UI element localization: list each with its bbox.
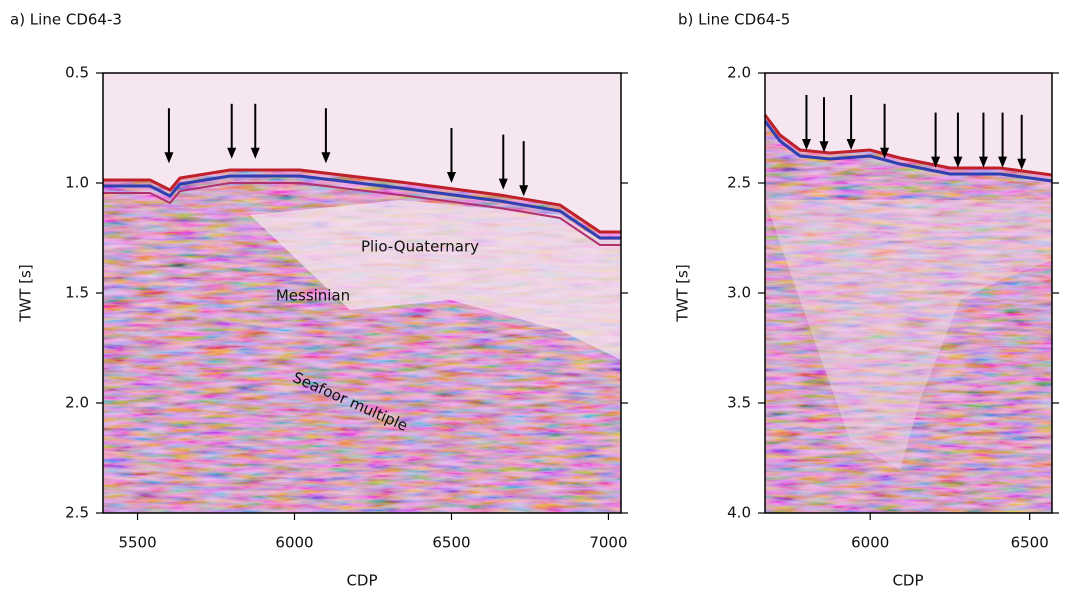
y-tick-label: 2.0 <box>65 394 89 412</box>
arrow <box>227 103 237 159</box>
y-tick-label: 2.0 <box>727 64 751 82</box>
x-tick-label: 6000 <box>275 534 313 552</box>
x-tick-label: 7000 <box>589 534 627 552</box>
arrow <box>880 103 890 159</box>
arrow <box>801 95 811 150</box>
x-axis-label: CDP <box>892 572 923 590</box>
arrow <box>846 95 856 150</box>
seismic-image-b <box>763 73 1053 513</box>
y-tick-label: 3.0 <box>727 284 751 302</box>
arrow <box>498 134 508 190</box>
y-tick-label: 2.5 <box>65 504 89 522</box>
x-tick-label: 6000 <box>851 534 889 552</box>
arrow <box>446 128 456 183</box>
y-tick-label: 0.5 <box>65 64 89 82</box>
y-tick-label: 4.0 <box>727 504 751 522</box>
panel-title: a) Line CD64-3 <box>10 11 122 29</box>
seismic-image-a <box>103 73 621 513</box>
arrow <box>998 112 1008 168</box>
arrow <box>321 108 331 164</box>
arrow <box>250 103 260 159</box>
annotation: Plio-Quaternary <box>361 238 479 256</box>
arrow <box>164 108 174 164</box>
arrow <box>953 112 963 168</box>
x-tick-label: 5500 <box>118 534 156 552</box>
annotation: Messinian <box>276 287 350 305</box>
y-tick-label: 3.5 <box>727 394 751 412</box>
y-axis-label: TWT [s] <box>674 264 692 322</box>
x-tick-label: 6500 <box>432 534 470 552</box>
arrow <box>931 112 941 168</box>
y-tick-label: 1.5 <box>65 284 89 302</box>
x-tick-label: 6500 <box>1011 534 1049 552</box>
y-axis-label: TWT [s] <box>17 264 35 322</box>
panel-title: b) Line CD64-5 <box>678 11 790 29</box>
arrow <box>1017 114 1027 170</box>
y-tick-label: 2.5 <box>727 174 751 192</box>
arrow <box>819 97 829 153</box>
y-tick-label: 1.0 <box>65 174 89 192</box>
arrow <box>978 112 988 168</box>
x-axis-label: CDP <box>346 572 377 590</box>
arrow <box>519 141 529 197</box>
